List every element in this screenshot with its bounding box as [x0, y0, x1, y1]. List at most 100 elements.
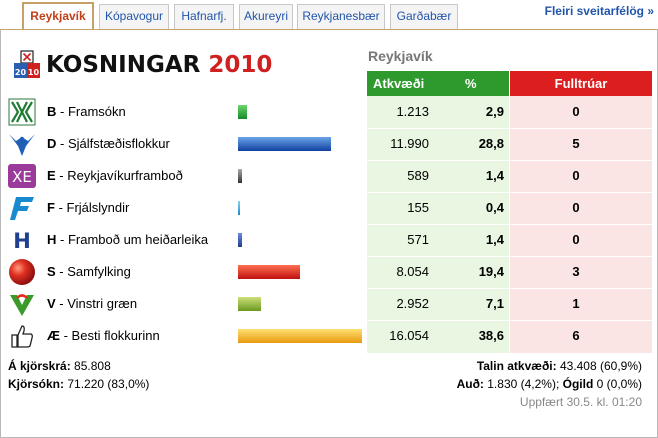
party-label: - Framsókn [56, 104, 126, 119]
row-divider [367, 160, 652, 161]
vote-share-bar [238, 137, 331, 151]
party-label: - Frjálslyndir [54, 200, 130, 215]
turnout-value: 71.220 (83,0%) [64, 377, 150, 391]
vote-share-bar-track [238, 137, 362, 151]
vote-share-bar [238, 265, 300, 279]
party-letter: S [47, 264, 56, 279]
vote-share-bar [238, 169, 242, 183]
registered-label: Á kjörskrá: [8, 359, 71, 373]
blank-label: Auð: [456, 377, 484, 391]
party-letter: F [47, 200, 55, 215]
party-letter: H [47, 232, 57, 247]
party-name: E - Reykjavíkurframboð [47, 168, 183, 183]
party-name: S - Samfylking [47, 264, 131, 279]
vote-percent: 7,1 [485, 296, 504, 311]
logo-text: KOSNINGAR 2010 [46, 52, 272, 78]
h-logo-icon: H [8, 226, 36, 254]
party-letter: D [47, 136, 57, 151]
vote-percent: 19,4 [478, 264, 504, 279]
vote-percent: 1,4 [485, 168, 504, 183]
vote-share-bar [238, 201, 240, 215]
turnout-label: Kjörsókn: [8, 377, 65, 391]
votes-header: Atkvæði % [367, 71, 509, 96]
registered-value: 85.808 [70, 359, 111, 373]
party-label: - Framboð um heiðarleika [56, 232, 209, 247]
seat-count: 3 [572, 264, 580, 279]
party-row: H H - Framboð um heiðarleika 571 1,4 0 [0, 224, 658, 256]
tab-hafnarfjordur[interactable]: Hafnarfj. [174, 4, 234, 29]
red-ball-logo-icon [8, 258, 36, 286]
more-municipalities-link[interactable]: Fleiri sveitarfélög » [544, 4, 654, 18]
party-label: - Sjálfstæðisflokkur [56, 136, 170, 151]
row-divider [367, 320, 652, 321]
ballot-box-icon: 20 10 [12, 50, 42, 80]
seat-count: 0 [572, 232, 580, 247]
party-row: V - Vinstri græn 2.952 7,1 1 [0, 288, 658, 320]
kosningar-logo: 20 10 KOSNINGAR 2010 [12, 50, 272, 80]
party-letter: Æ [47, 328, 60, 343]
party-letter: B [47, 104, 57, 119]
svg-text:H: H [13, 229, 31, 253]
row-divider [367, 192, 652, 193]
vote-count: 589 [407, 168, 429, 183]
party-name: Æ - Besti flokkurinn [47, 328, 160, 343]
vote-percent: 1,4 [485, 232, 504, 247]
tab-gardabaer[interactable]: Garðabær [390, 4, 458, 29]
falcon-logo-icon [8, 130, 36, 158]
svg-text:10: 10 [28, 68, 40, 77]
row-divider [367, 256, 652, 257]
registration-summary: Á kjörskrá: 85.808 Kjörsókn: 71.220 (83,… [8, 357, 149, 393]
vote-share-bar [238, 105, 247, 119]
vote-count: 16.054 [389, 328, 429, 343]
tab-reykjavik[interactable]: Reykjavík [22, 2, 94, 30]
party-row: B - Framsókn 1.213 2,9 0 [0, 96, 658, 128]
row-divider [367, 288, 652, 289]
svg-text:20: 20 [15, 68, 27, 77]
party-row: Æ - Besti flokkurinn 16.054 38,6 6 [0, 320, 658, 352]
svg-text:XE: XE [12, 168, 32, 186]
seat-count: 0 [572, 168, 580, 183]
vote-share-bar-track [238, 297, 362, 311]
updated-timestamp: Uppfært 30.5. kl. 01:20 [519, 395, 642, 409]
blank-value: 1.830 (4,2%); [483, 377, 563, 391]
vote-percent: 0,4 [485, 200, 504, 215]
tab-reykjanesbaer[interactable]: Reykjanesbær [297, 4, 385, 29]
seats-column-header: Fulltrúar [510, 71, 652, 96]
seat-count: 1 [572, 296, 580, 311]
party-row: S - Samfylking 8.054 19,4 3 [0, 256, 658, 288]
xe-logo-icon: XE [8, 162, 36, 190]
logo-year: 2010 [208, 52, 273, 78]
party-row: D - Sjálfstæðisflokkur 11.990 28,8 5 [0, 128, 658, 160]
party-label: - Vinstri græn [55, 296, 138, 311]
vote-share-bar [238, 233, 242, 247]
vote-count: 1.213 [396, 104, 429, 119]
party-name: V - Vinstri græn [47, 296, 137, 311]
thumbs-up-icon [8, 322, 36, 350]
invalid-label: Ógild [562, 377, 594, 391]
party-row: XE E - Reykjavíkurframboð 589 1,4 0 [0, 160, 658, 192]
vote-count: 571 [407, 232, 429, 247]
invalid-value: 0 (0,0%) [593, 377, 642, 391]
vote-share-bar-track [238, 105, 362, 119]
vote-percent: 28,8 [478, 136, 504, 151]
vote-count: 11.990 [390, 136, 429, 151]
vote-share-bar-track [238, 329, 362, 343]
seat-count: 6 [572, 328, 580, 343]
party-label: - Besti flokkurinn [60, 328, 160, 343]
tab-kopavogur[interactable]: Kópavogur [99, 4, 169, 29]
counted-label: Talin atkvæði: [476, 359, 557, 373]
logo-word: KOSNINGAR [46, 52, 201, 78]
vote-count: 2.952 [396, 296, 429, 311]
vote-share-bar-track [238, 233, 362, 247]
vote-share-bar [238, 329, 362, 343]
party-letter: E [47, 168, 56, 183]
tab-akureyri[interactable]: Akureyri [239, 4, 293, 29]
party-label: - Samfylking [55, 264, 131, 279]
counted-value: 43.408 (60,9%) [556, 359, 642, 373]
row-divider [367, 224, 652, 225]
frjalslyndir-logo-icon [8, 194, 36, 222]
party-name: D - Sjálfstæðisflokkur [47, 136, 170, 151]
votes-column-header: Atkvæði [373, 76, 425, 91]
vote-count: 8.054 [396, 264, 429, 279]
party-name: F - Frjálslyndir [47, 200, 129, 215]
